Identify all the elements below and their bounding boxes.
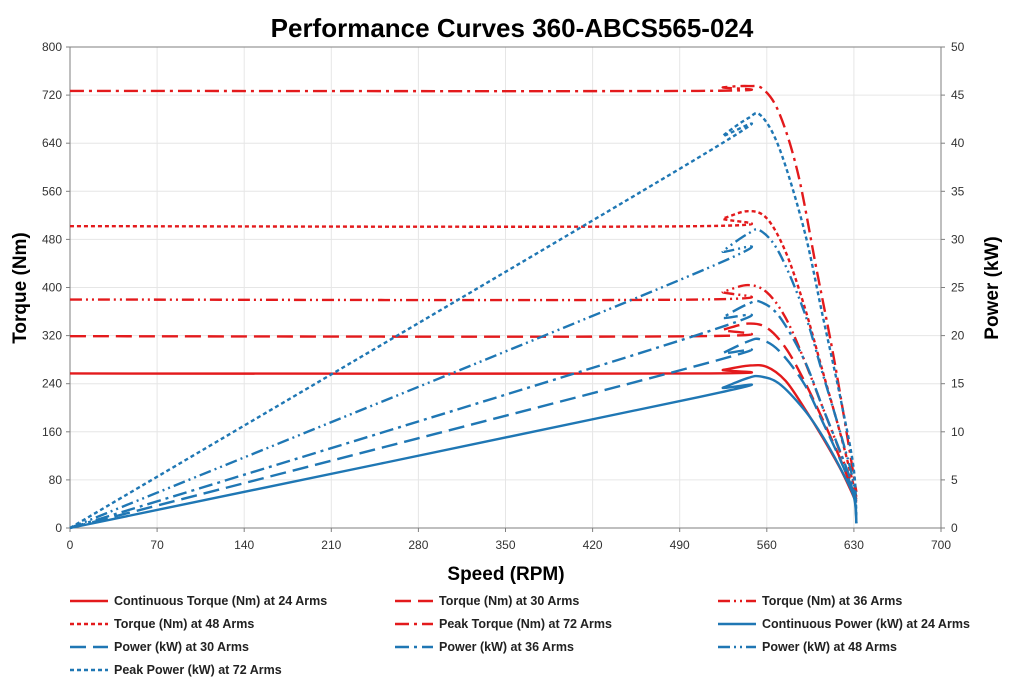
x-tick-label: 70 [150,538,164,552]
x-tick-label: 420 [583,538,603,552]
y-tick-label: 0 [55,521,62,535]
legend-label: Torque (Nm) at 30 Arms [439,594,579,608]
series-line-7 [69,337,858,530]
legend-item-9: Power (kW) at 48 Arms [718,640,897,654]
axes: 0 70 140 210 280 350 420 490 560 630 7000801602403… [42,40,965,552]
series-line-3 [69,283,858,500]
y2-tick-label: 20 [951,329,965,343]
legend-item-3: Torque (Nm) at 36 Arms [718,594,902,608]
legend-label: Power (kW) at 30 Arms [114,640,249,654]
x-tick-label: 210 [321,538,341,552]
legend-label: Power (kW) at 36 Arms [439,640,574,654]
y-tick-label: 80 [49,473,63,487]
x-tick-label: 140 [234,538,254,552]
legend-item-10: Peak Power (kW) at 72 Arms [70,663,282,677]
x-tick-label: 350 [495,538,515,552]
series-line-4 [69,209,858,498]
x-tick-label: 0 [67,538,74,552]
legend-item-1: Continuous Torque (Nm) at 24 Arms [70,594,327,608]
y2-axis-title: Power (kW) [982,236,1003,339]
y2-tick-label: 45 [951,88,965,102]
series-line-5 [69,84,858,493]
y2-tick-label: 40 [951,136,965,150]
x-tick-label: 700 [931,538,951,552]
y-tick-label: 480 [42,232,62,246]
y-tick-label: 240 [42,377,62,391]
x-tick-label: 490 [670,538,690,552]
legend-label: Power (kW) at 48 Arms [762,640,897,654]
y2-tick-label: 25 [951,281,965,295]
y2-tick-label: 5 [951,473,958,487]
y-tick-label: 720 [42,88,62,102]
legend-item-6: Continuous Power (kW) at 24 Arms [718,617,970,631]
legend-label: Continuous Power (kW) at 24 Arms [762,617,970,631]
y2-tick-label: 15 [951,377,965,391]
legend-item-7: Power (kW) at 30 Arms [70,640,249,654]
grid [70,46,941,528]
legend: Continuous Torque (Nm) at 24 Arms Torque … [70,594,970,677]
y-axis-title: Torque (Nm) [10,232,31,344]
y-tick-label: 560 [42,184,62,198]
y2-tick-label: 50 [951,40,965,54]
y-tick-label: 320 [42,329,62,343]
series-line-6 [69,374,858,530]
series-line-8 [69,299,858,530]
y2-tick-label: 30 [951,232,965,246]
x-tick-label: 630 [844,538,864,552]
y2-tick-label: 35 [951,184,965,198]
legend-label: Continuous Torque (Nm) at 24 Arms [114,594,327,608]
y-tick-label: 400 [42,281,62,295]
x-tick-label: 280 [408,538,428,552]
x-tick-label: 560 [757,538,777,552]
legend-label: Peak Power (kW) at 72 Arms [114,663,282,677]
series-line-9 [69,228,858,530]
legend-item-8: Power (kW) at 36 Arms [395,640,574,654]
legend-label: Torque (Nm) at 36 Arms [762,594,902,608]
y2-tick-label: 0 [951,521,958,535]
legend-item-4: Torque (Nm) at 48 Arms [70,617,254,631]
series-lines [69,84,858,530]
x-axis-title: Speed (RPM) [447,564,564,585]
legend-item-5: Peak Torque (Nm) at 72 Arms [395,617,612,631]
y2-tick-label: 10 [951,425,965,439]
y-tick-label: 800 [42,40,62,54]
y-tick-label: 160 [42,425,62,439]
legend-label: Peak Torque (Nm) at 72 Arms [439,617,612,631]
legend-label: Torque (Nm) at 48 Arms [114,617,254,631]
legend-item-2: Torque (Nm) at 30 Arms [395,594,579,608]
y-tick-label: 640 [42,136,62,150]
chart-title: Performance Curves 360-ABCS565-024 [271,13,754,43]
series-line-10 [69,111,858,530]
